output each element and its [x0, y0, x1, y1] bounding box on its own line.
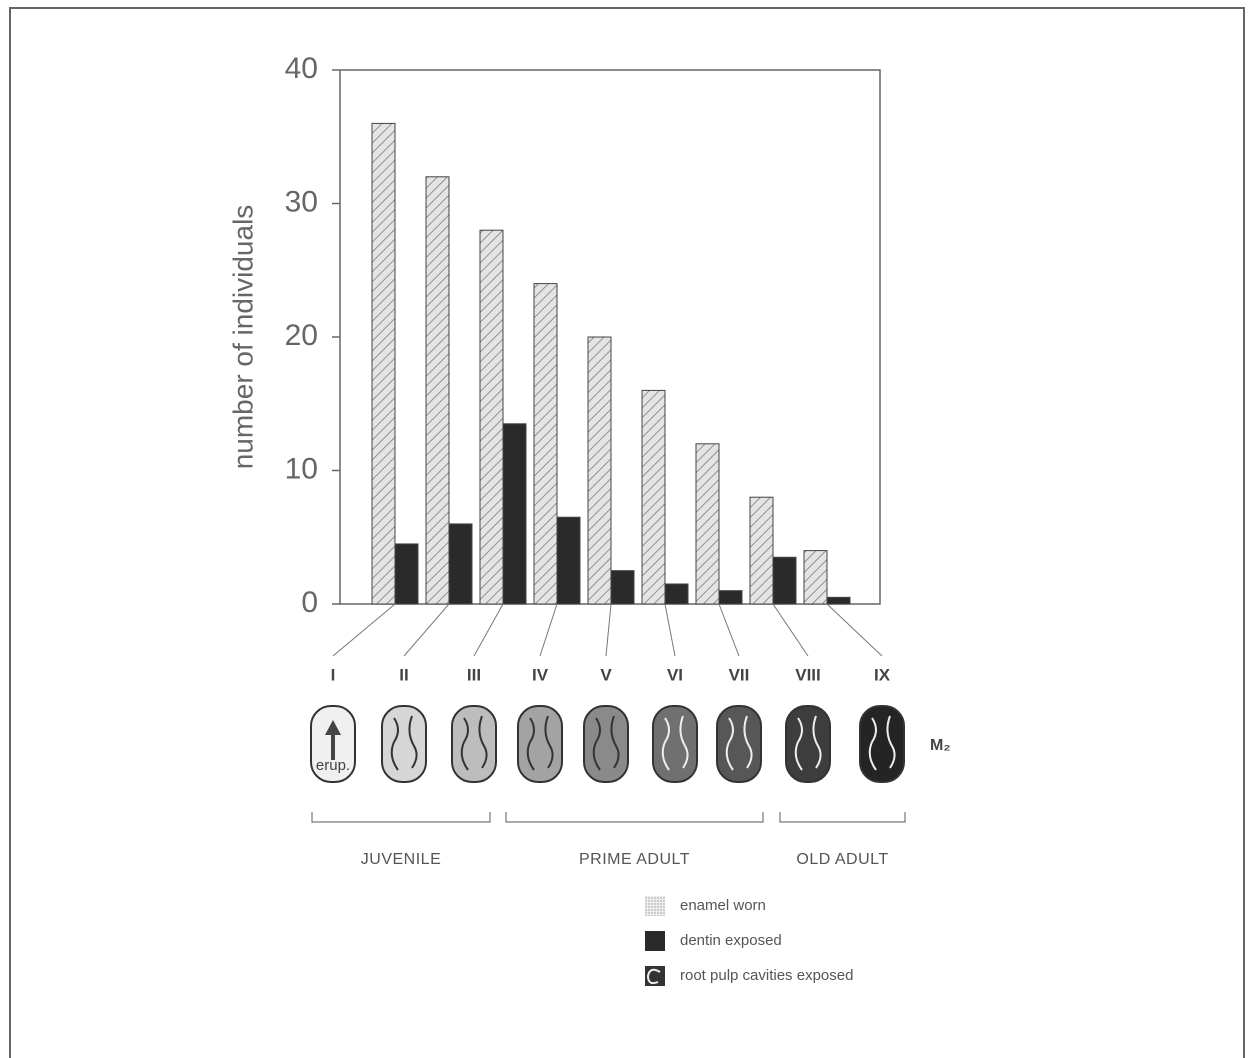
category-label: IV [532, 665, 549, 684]
bar [642, 390, 665, 604]
tooth-outline [653, 706, 697, 782]
tooth-outline [452, 706, 496, 782]
legend-label: dentin exposed [680, 932, 782, 949]
frame [10, 8, 1244, 1058]
bar [665, 584, 688, 604]
connector [773, 604, 808, 656]
connector [665, 604, 675, 656]
tooth [452, 706, 496, 782]
annotation: erup. [316, 757, 350, 774]
connector [474, 604, 503, 656]
bar [750, 497, 773, 604]
bar [449, 524, 472, 604]
bar [696, 444, 719, 604]
category-label: VI [667, 665, 683, 684]
y-tick-label: 30 [285, 185, 318, 218]
tooth [786, 706, 830, 782]
age-group-label: JUVENILE [361, 851, 441, 868]
y-tick-label: 0 [301, 586, 318, 619]
y-tick-label: 40 [285, 52, 318, 85]
bar [480, 230, 503, 604]
legend-swatch [645, 931, 665, 951]
tooth-outline [860, 706, 904, 782]
tooth-outline [717, 706, 761, 782]
category-label: II [399, 665, 408, 684]
bar [773, 557, 796, 604]
page: {"chart_data": { "type": "bar", "y_label… [0, 0, 1251, 1058]
tooth-outline [786, 706, 830, 782]
connector [404, 604, 449, 656]
bar [804, 551, 827, 604]
annotation: M₂ [930, 737, 950, 754]
legend-swatch [645, 896, 665, 916]
connector [827, 604, 882, 656]
tooth-outline [518, 706, 562, 782]
age-group-label: PRIME ADULT [579, 851, 690, 868]
bar [503, 424, 526, 604]
category-label: IX [874, 665, 891, 684]
connector [606, 604, 611, 656]
y-axis-label: number of individuals [227, 205, 258, 470]
bracket [506, 812, 763, 822]
bar [588, 337, 611, 604]
connector [333, 604, 395, 656]
bar [534, 284, 557, 604]
tooth [584, 706, 628, 782]
bar [395, 544, 418, 604]
tooth-outline [584, 706, 628, 782]
legend-label: enamel worn [680, 897, 766, 914]
connector [540, 604, 557, 656]
category-label: VIII [795, 665, 821, 684]
category-label: I [331, 665, 336, 684]
bar [372, 123, 395, 604]
y-tick-label: 20 [285, 319, 318, 352]
connector [719, 604, 739, 656]
bracket [312, 812, 490, 822]
tooth-outline [382, 706, 426, 782]
bar [557, 517, 580, 604]
bar [719, 591, 742, 604]
tooth [653, 706, 697, 782]
age-group-label: OLD ADULT [796, 851, 888, 868]
category-label: III [467, 665, 481, 684]
category-label: VII [729, 665, 750, 684]
tooth [518, 706, 562, 782]
bracket [780, 812, 905, 822]
tooth [382, 706, 426, 782]
category-label: V [600, 665, 612, 684]
legend-label: root pulp cavities exposed [680, 967, 853, 984]
tooth [717, 706, 761, 782]
y-tick-label: 10 [285, 452, 318, 485]
bar [426, 177, 449, 604]
bar [827, 597, 850, 604]
bar [611, 571, 634, 604]
chart: number of individuals 010203040IIIIIIIVV… [0, 0, 1251, 1058]
tooth [860, 706, 904, 782]
